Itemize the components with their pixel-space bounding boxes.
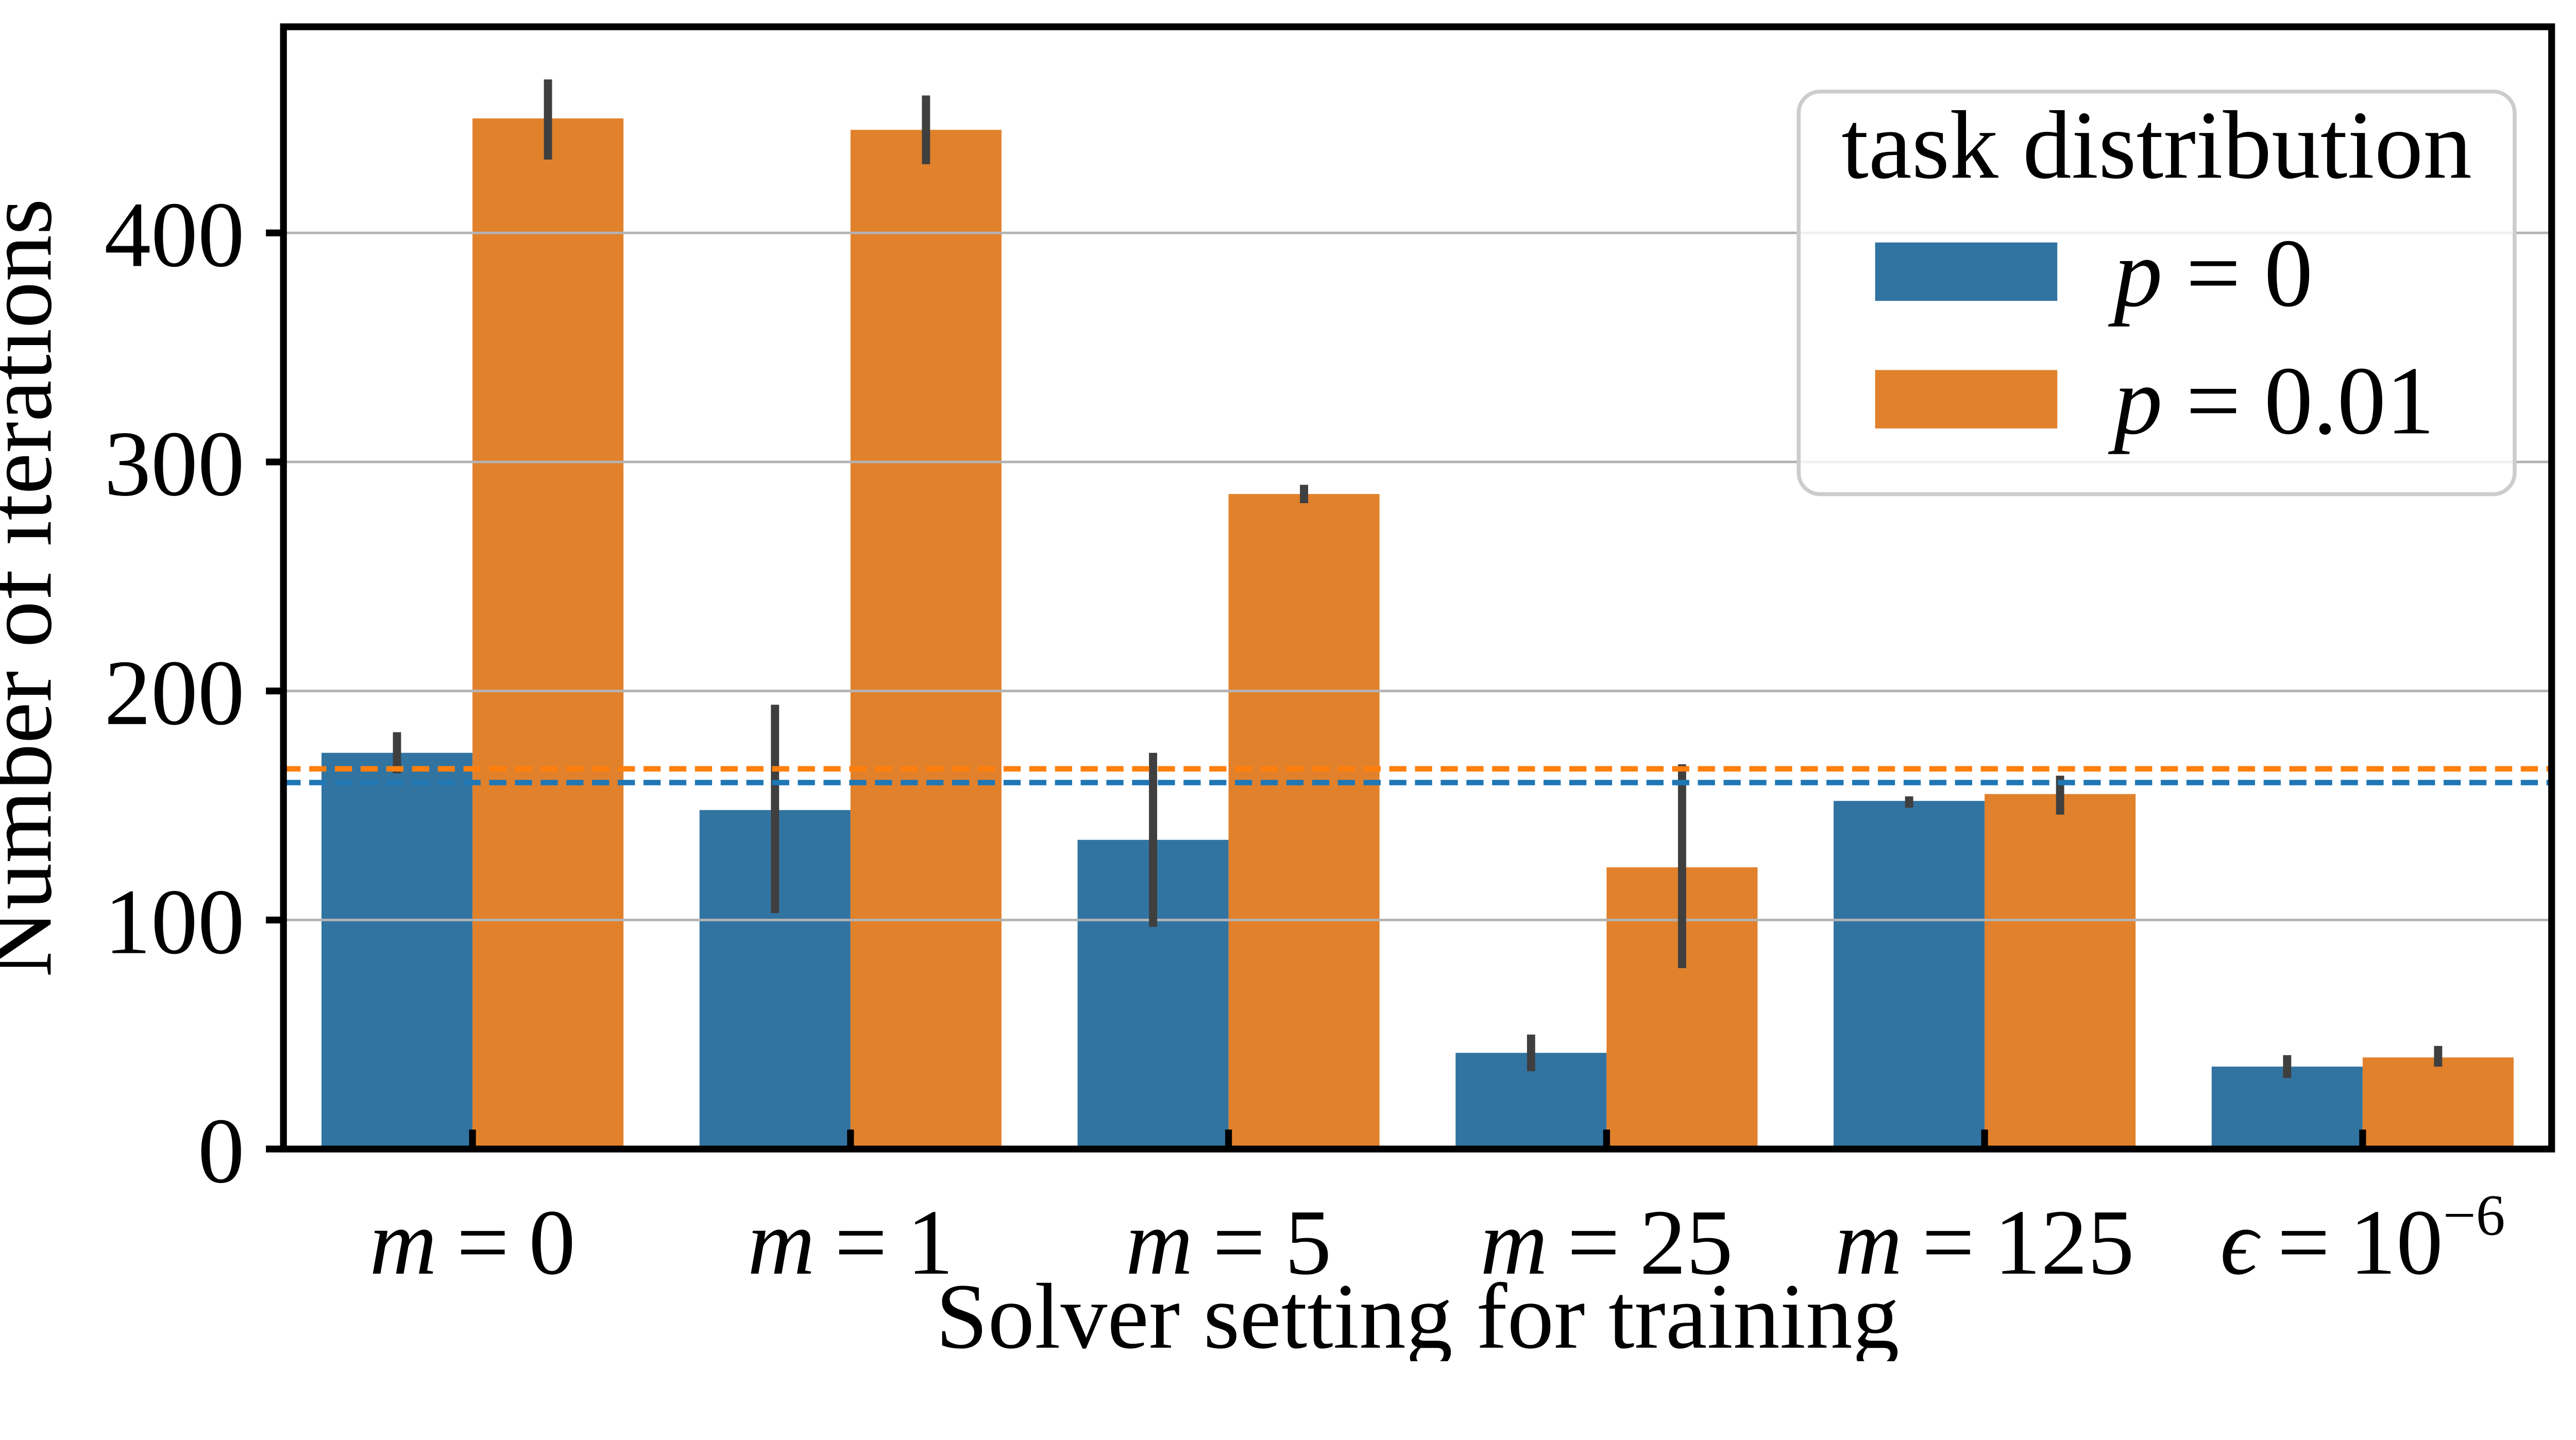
legend-entry-value-0: 0 [2264, 219, 2313, 327]
legend-entry-var-1: p [2108, 347, 2163, 454]
x-tick-label-1: m = 1 [748, 1191, 954, 1294]
x-tick-label-0: m = 0 [369, 1191, 575, 1294]
legend-entry-eq-0: = [2186, 219, 2241, 327]
legend-entry-value-1: 0.01 [2264, 347, 2435, 454]
y-tick-label-0: 0 [198, 1099, 245, 1203]
bar-series-1-cat-5 [2362, 1057, 2514, 1150]
bar-chart-figure: 0 100 200 300 400 m = 0 m = 1 m = 5 m = 25 m = 125 ϵ = 10−6 Num… [0, 23, 2555, 1362]
plot-border [280, 23, 2555, 1153]
x-tick-label-3: m = 25 [1480, 1191, 1733, 1294]
x-tick-eq-3: = [1567, 1191, 1620, 1294]
x-tick-var-3: m [1480, 1191, 1548, 1294]
x-tick-value-4: 125 [1994, 1191, 2134, 1294]
x-tick-label-2: m = 5 [1126, 1191, 1332, 1294]
y-tick-label-200: 200 [104, 641, 244, 745]
legend-entry-1: p = 0.01 [2108, 347, 2435, 454]
bar-series-1-cat-1 [850, 130, 1002, 1150]
x-tick-label-5: ϵ = 10−6 [2220, 1182, 2505, 1294]
x-tick-value-0: 0 [529, 1191, 575, 1294]
x-tick-eq-1: = [835, 1191, 887, 1294]
x-tick-value-1: 1 [907, 1191, 954, 1294]
x-tick-eq-2: = [1213, 1191, 1265, 1294]
y-axis-label: Number of iterations [0, 198, 71, 977]
legend-entry-var-0: p [2108, 219, 2163, 327]
legend-title: task distribution [1841, 91, 2472, 199]
x-tick-value-2: 5 [1285, 1191, 1332, 1294]
legend-entry-eq-1: = [2186, 347, 2241, 454]
x-tick-var-2: m [1126, 1191, 1193, 1294]
x-tick-var-0: m [369, 1191, 437, 1294]
bar-series-1-cat-0 [472, 118, 624, 1150]
y-tick-label-100: 100 [104, 870, 244, 974]
x-tick-eq-0: = [456, 1191, 509, 1294]
x-tick-exponent-5: −6 [2443, 1182, 2505, 1247]
x-tick-eq-4: = [1922, 1191, 1974, 1294]
y-tick-label-300: 300 [104, 412, 244, 516]
legend-swatch-1 [1875, 370, 2058, 428]
legend-swatch-0 [1875, 242, 2058, 301]
bar-series-0-cat-5 [2211, 1066, 2363, 1150]
x-tick-value-5: 10 [2349, 1191, 2443, 1294]
x-axis-label: Solver setting for training [936, 1265, 1899, 1361]
bar-series-1-cat-4 [1985, 794, 2136, 1150]
bar-series-0-cat-0 [321, 752, 473, 1150]
x-tick-value-3: 25 [1639, 1191, 1733, 1294]
x-tick-var-1: m [748, 1191, 815, 1294]
bar-series-0-cat-4 [1834, 801, 1985, 1150]
y-tick-label-400: 400 [104, 183, 244, 287]
bar-series-1-cat-2 [1228, 494, 1380, 1150]
x-tick-var-4: m [1835, 1191, 1902, 1294]
x-tick-eq-5: = [2277, 1191, 2330, 1294]
x-tick-label-4: m = 125 [1835, 1191, 2134, 1294]
x-tick-var-5: ϵ [2220, 1191, 2261, 1294]
legend-entry-0: p = 0 [2108, 219, 2313, 327]
